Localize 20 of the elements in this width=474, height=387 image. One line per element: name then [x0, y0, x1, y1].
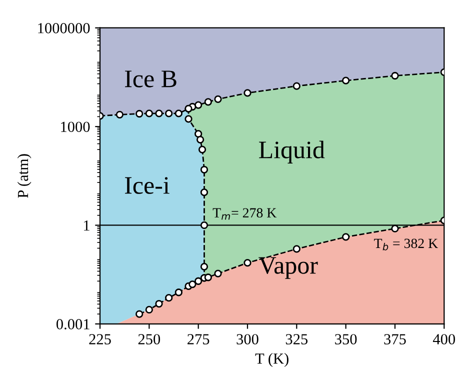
x-tick-label: 375 [384, 334, 406, 344]
y-tick-label: 0.001 [56, 319, 90, 330]
annotation: Ice B [125, 70, 176, 88]
annotation: T$_{m}$= 278 K [212, 208, 277, 220]
y-tick-label: 1000000 [38, 23, 90, 34]
annotation: T$_{b}$ = 382 K [374, 238, 438, 250]
annotation: Liquid [259, 140, 325, 164]
x-axis-title: T (K) [255, 353, 288, 367]
x-tick-label: 325 [286, 334, 308, 344]
x-tick-label: 400 [432, 334, 456, 344]
x-tick-label: 225 [89, 334, 111, 344]
y-tick-label: 1000 [61, 122, 90, 132]
x-tick-label: 300 [236, 334, 258, 344]
x-tick-label: 250 [138, 334, 160, 344]
y-axis-title: P (atm) [17, 154, 32, 198]
annotation: Ice-i [125, 177, 170, 194]
x-tick-label: 350 [335, 334, 357, 344]
annotation: Vapor [258, 257, 318, 279]
x-tick-label: 275 [188, 334, 210, 344]
y-tick-label: 1 [84, 220, 90, 231]
